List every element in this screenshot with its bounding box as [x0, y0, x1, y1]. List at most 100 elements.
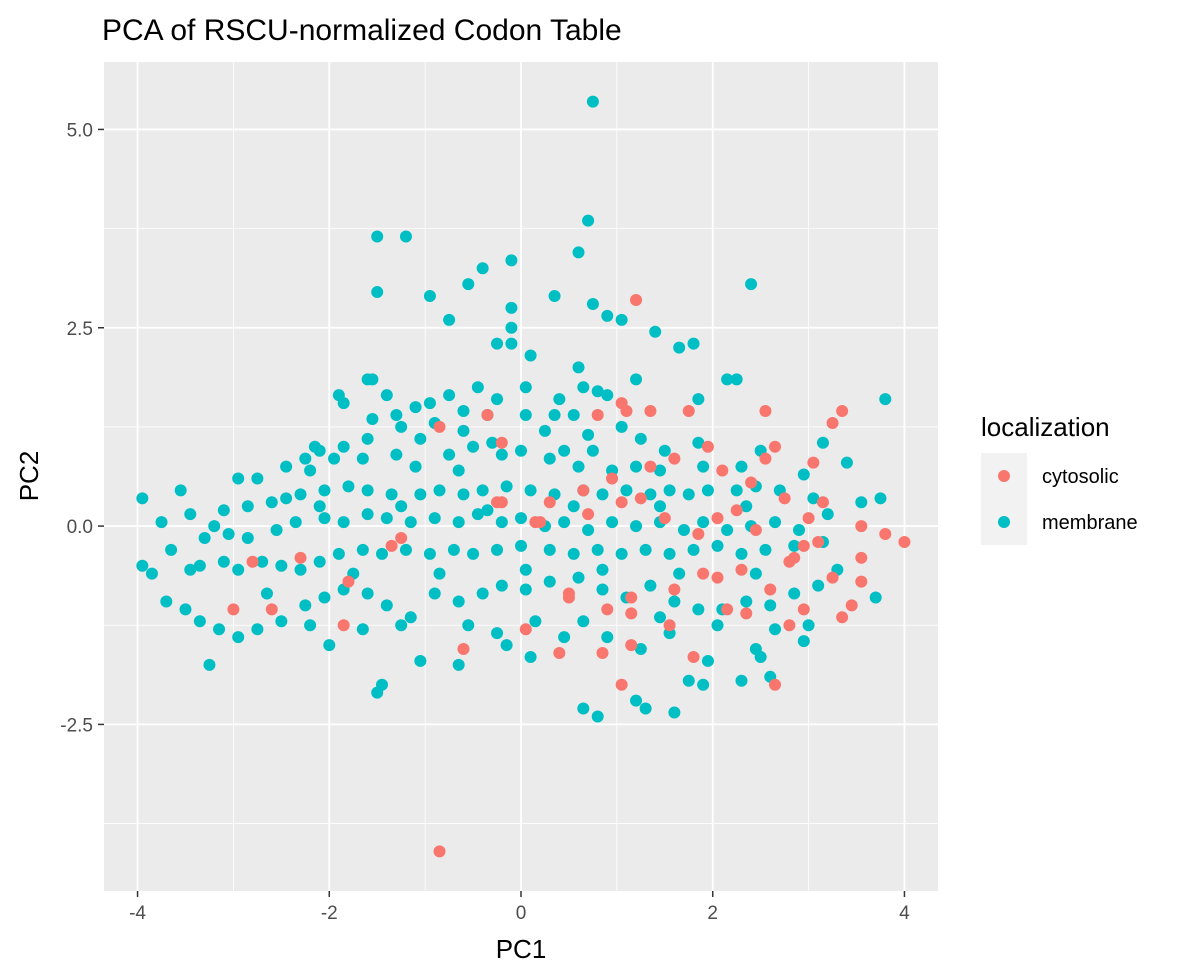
point-membrane [586, 297, 599, 310]
point-membrane [548, 409, 561, 422]
point-cytosolic [879, 528, 892, 541]
point-membrane [232, 472, 245, 485]
point-membrane [572, 460, 585, 473]
point-membrane [356, 623, 369, 636]
point-membrane [874, 492, 887, 505]
x-tick-label: -2 [321, 903, 338, 924]
point-membrane [745, 278, 758, 291]
point-membrane [567, 547, 580, 560]
point-membrane [591, 543, 604, 556]
point-cytosolic [663, 619, 676, 632]
point-cytosolic [596, 647, 609, 660]
point-membrane [515, 539, 527, 552]
point-membrane [241, 500, 254, 513]
point-membrane [481, 504, 494, 517]
point-membrane [543, 543, 556, 556]
point-membrane [529, 615, 542, 628]
point-membrane [515, 444, 527, 457]
point-membrane [577, 702, 590, 715]
point-membrane [769, 623, 782, 636]
point-membrane [361, 508, 374, 521]
point-membrane [193, 559, 206, 572]
legend-title: localization [981, 412, 1110, 442]
point-membrane [342, 480, 355, 493]
point-cytosolic [826, 416, 839, 429]
point-membrane [630, 694, 643, 707]
point-cytosolic [764, 583, 777, 596]
point-membrane [701, 484, 714, 497]
point-cytosolic [433, 420, 446, 433]
point-membrane [160, 595, 173, 608]
point-membrane [543, 575, 556, 588]
point-membrane [572, 246, 585, 259]
point-membrane [136, 492, 149, 505]
point-membrane [596, 488, 609, 501]
point-membrane [495, 516, 508, 529]
legend-label-membrane: membrane [1042, 512, 1138, 534]
point-membrane [740, 595, 753, 608]
point-membrane [337, 516, 350, 529]
point-membrane [524, 484, 537, 497]
point-cytosolic [395, 531, 408, 544]
point-membrane [644, 488, 657, 501]
point-membrane [476, 262, 489, 275]
point-membrane [697, 460, 710, 473]
point-cytosolic [615, 496, 628, 509]
point-membrane [313, 444, 326, 457]
point-cytosolic [615, 678, 628, 691]
point-cytosolic [812, 535, 825, 548]
point-cytosolic [711, 571, 724, 584]
x-tick-label: 0 [516, 903, 527, 924]
point-membrane [356, 543, 369, 556]
point-membrane [491, 627, 504, 640]
point-membrane [658, 444, 671, 457]
point-membrane [721, 373, 734, 386]
point-cytosolic [759, 405, 772, 418]
point-membrane [567, 409, 580, 422]
point-membrane [668, 595, 681, 608]
point-cytosolic [692, 528, 705, 541]
point-membrane [275, 559, 288, 572]
point-membrane [505, 321, 518, 334]
point-cytosolic [457, 643, 470, 656]
point-membrane [793, 524, 805, 537]
point-membrane [821, 508, 834, 521]
point-cytosolic [802, 512, 815, 525]
point-cytosolic [337, 619, 350, 632]
point-cytosolic [687, 650, 700, 663]
point-membrane [399, 230, 412, 243]
point-cytosolic [826, 571, 839, 584]
point-membrane [404, 516, 417, 529]
point-cytosolic [668, 583, 681, 596]
point-membrane [673, 567, 686, 580]
point-membrane [270, 524, 283, 537]
point-cytosolic [745, 476, 758, 489]
point-membrane [452, 595, 465, 608]
point-membrane [395, 619, 408, 632]
point-cytosolic [577, 484, 590, 497]
point-membrane [615, 420, 628, 433]
point-membrane [519, 381, 532, 394]
point-membrane [797, 468, 810, 481]
point-membrane [433, 567, 446, 580]
point-membrane [788, 587, 801, 600]
point-cytosolic [481, 409, 494, 422]
point-membrane [280, 460, 293, 473]
point-membrane [558, 631, 571, 644]
point-membrane [409, 401, 422, 414]
point-membrane [572, 571, 585, 584]
point-membrane [337, 440, 350, 453]
point-membrane [376, 547, 388, 560]
point-membrane [500, 639, 513, 652]
point-cytosolic [644, 405, 657, 418]
point-membrane [443, 448, 456, 461]
point-membrane [524, 349, 537, 362]
point-membrane [591, 385, 604, 398]
point-cytosolic [658, 512, 671, 525]
point-membrane [428, 587, 441, 600]
point-cytosolic [620, 405, 633, 418]
point-cytosolic [630, 293, 643, 306]
point-membrane [701, 654, 714, 667]
point-membrane [145, 567, 158, 580]
